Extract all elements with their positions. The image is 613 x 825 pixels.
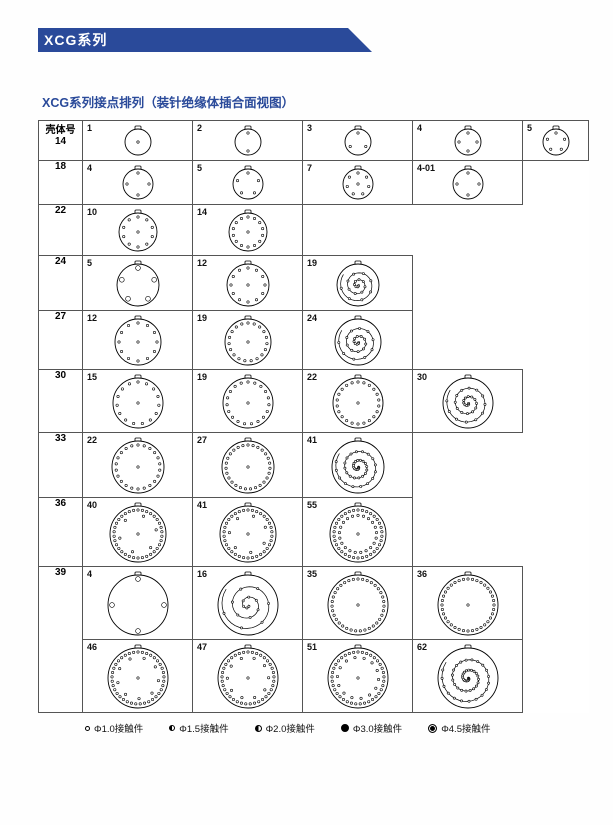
shell-header-label: 壳体号 [39, 121, 82, 136]
pin-count-label: 5 [87, 258, 92, 268]
connector-cell: 40 [83, 498, 193, 567]
legend-label: Φ2.0接触件 [266, 721, 315, 735]
pin-count-label: 4 [87, 163, 92, 173]
pin-count-label: 5 [197, 163, 202, 173]
shell-number-cell: 22 [39, 205, 83, 256]
connector-cell: 24 [303, 311, 413, 370]
connector-cell: 16 [193, 567, 303, 640]
connector-cell: 12 [83, 311, 193, 370]
shell-number-cell: 27 [39, 311, 83, 370]
shell-number-cell: 30 [39, 370, 83, 433]
pin-count-label: 12 [197, 258, 207, 268]
shell-number-cell: 33 [39, 433, 83, 498]
pin-count-label: 10 [87, 207, 97, 217]
connector-cell: 19 [303, 256, 413, 311]
pin-count-label: 2 [197, 123, 202, 133]
pin-count-label: 4 [417, 123, 422, 133]
pin-count-label: 14 [197, 207, 207, 217]
pin-count-label: 22 [87, 435, 97, 445]
connector-cell: 22 [83, 433, 193, 498]
pin-count-label: 19 [197, 372, 207, 382]
connector-cell: 41 [193, 498, 303, 567]
pin-count-label: 3 [307, 123, 312, 133]
connector-cell: 1 [83, 121, 193, 161]
connector-cell: 62 [413, 640, 523, 713]
legend-item: Φ1.0接触件 [85, 721, 143, 735]
legend-label: Φ1.0接触件 [94, 721, 143, 735]
shell-number-cell: 24 [39, 256, 83, 311]
connector-cell: 12 [193, 256, 303, 311]
pin-count-label: 41 [307, 435, 317, 445]
page-subtitle: XCG系列接点排列（装针绝缘体插合面视图） [42, 92, 294, 111]
pin-count-label: 40 [87, 500, 97, 510]
pin-count-label: 47 [197, 642, 207, 652]
pin-count-label: 62 [417, 642, 427, 652]
connector-cell: 19 [193, 311, 303, 370]
connector-cell: 35 [303, 567, 413, 640]
series-header-bar: XCG系列 [38, 28, 348, 52]
pin-layout-table: 壳体号1412345184574-01221014245121927121924… [38, 120, 589, 713]
series-title: XCG系列 [44, 30, 107, 50]
connector-cell: 3 [303, 121, 413, 161]
pin-count-label: 55 [307, 500, 317, 510]
connector-cell: 5 [83, 256, 193, 311]
connector-cell: 10 [83, 205, 193, 256]
connector-cell: 2 [193, 121, 303, 161]
legend-item: Φ3.0接触件 [341, 721, 402, 735]
connector-cell: 30 [413, 370, 523, 433]
pin-count-label: 41 [197, 500, 207, 510]
connector-cell: 46 [83, 640, 193, 713]
pin-count-label: 35 [307, 569, 317, 579]
shell-number-cell: 36 [39, 498, 83, 567]
connector-cell: 5 [523, 121, 589, 161]
pin-count-label: 19 [197, 313, 207, 323]
connector-cell: 55 [303, 498, 413, 567]
pin-count-label: 15 [87, 372, 97, 382]
pin-count-label: 19 [307, 258, 317, 268]
pin-count-label: 5 [527, 123, 532, 133]
legend-item: Φ1.5接触件 [169, 721, 228, 735]
legend-label: Φ3.0接触件 [353, 721, 402, 735]
pin-count-label: 4-01 [417, 163, 435, 173]
pin-count-label: 46 [87, 642, 97, 652]
connector-cell: 36 [413, 567, 523, 640]
legend-label: Φ1.5接触件 [179, 721, 228, 735]
connector-cell: 47 [193, 640, 303, 713]
shell-header-cell: 壳体号14 [39, 121, 83, 161]
connector-cell: 4-01 [413, 161, 523, 205]
pin-count-label: 12 [87, 313, 97, 323]
pin-count-label: 1 [87, 123, 92, 133]
pin-count-label: 27 [197, 435, 207, 445]
pin-count-label: 36 [417, 569, 427, 579]
connector-cell: 22 [303, 370, 413, 433]
pin-count-label: 30 [417, 372, 427, 382]
pin-count-label: 16 [197, 569, 207, 579]
connector-cell: 14 [193, 205, 303, 256]
connector-cell: 41 [303, 433, 413, 498]
shell-number-cell: 39 [39, 567, 83, 713]
connector-cell: 4 [413, 121, 523, 161]
pin-count-label: 51 [307, 642, 317, 652]
pin-count-label: 7 [307, 163, 312, 173]
legend-label: Φ4.5接触件 [441, 721, 490, 735]
connector-cell: 27 [193, 433, 303, 498]
connector-cell: 15 [83, 370, 193, 433]
shell-number-cell: 18 [39, 161, 83, 205]
pin-count-label: 22 [307, 372, 317, 382]
legend-item: Φ2.0接触件 [255, 721, 315, 735]
connector-cell: 4 [83, 567, 193, 640]
connector-cell: 4 [83, 161, 193, 205]
connector-cell: 5 [193, 161, 303, 205]
shell-number: 14 [39, 136, 82, 147]
connector-cell: 7 [303, 161, 413, 205]
connector-cell: 51 [303, 640, 413, 713]
pin-count-label: 24 [307, 313, 317, 323]
pin-count-label: 4 [87, 569, 92, 579]
connector-cell: 19 [193, 370, 303, 433]
legend-item: Φ4.5接触件 [428, 721, 490, 735]
